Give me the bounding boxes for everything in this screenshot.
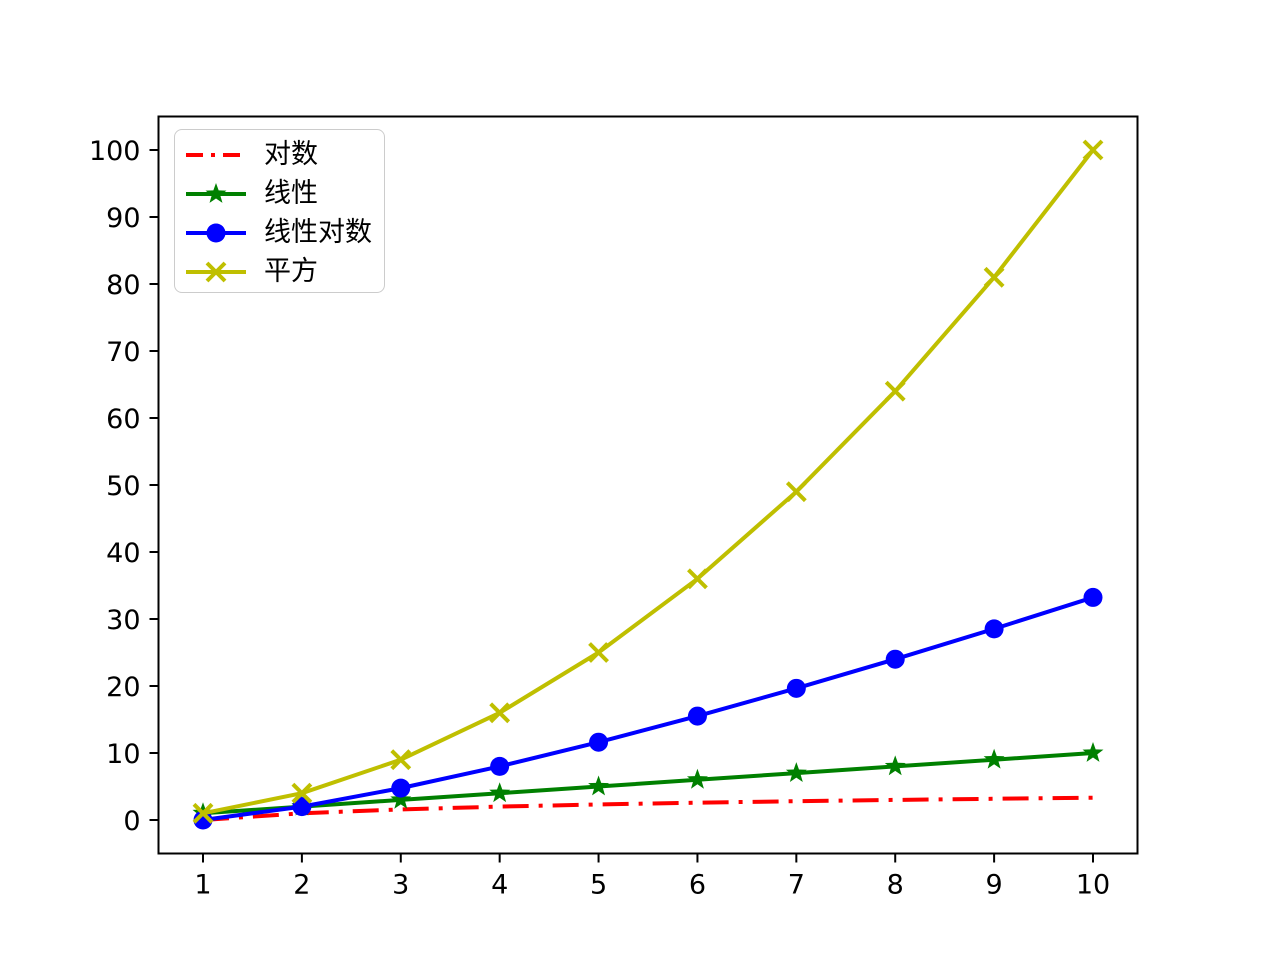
x-marker — [884, 380, 906, 402]
legend-item: 线性 — [185, 174, 384, 213]
y-tick-label: 20 — [106, 672, 140, 703]
legend-label: 线性对数 — [264, 217, 372, 248]
legend-sample-line — [186, 152, 246, 157]
y-tick-label: 70 — [106, 337, 140, 368]
legend-item: 对数 — [185, 135, 384, 174]
y-tick-label: 80 — [106, 270, 140, 301]
circle-marker — [206, 223, 226, 242]
x-marker — [588, 642, 609, 663]
y-tick-label: 30 — [106, 605, 140, 636]
x-marker — [192, 802, 214, 824]
circle-marker — [391, 778, 411, 798]
x-tick-label: 7 — [788, 870, 805, 901]
star-marker — [785, 762, 807, 782]
circle-marker — [292, 797, 312, 817]
x-marker — [1082, 139, 1104, 161]
star-marker — [1082, 742, 1104, 762]
x-tick-label: 3 — [392, 870, 409, 901]
star-marker — [205, 182, 227, 203]
x-marker — [687, 568, 708, 590]
y-tick-label: 50 — [106, 471, 140, 502]
series-线性对数 — [193, 587, 1103, 830]
y-tick-label: 40 — [106, 538, 140, 569]
x-tick-label: 2 — [293, 870, 310, 901]
y-tick-label: 90 — [106, 203, 140, 234]
star-marker — [983, 748, 1005, 769]
x-marker — [205, 261, 227, 282]
x-marker — [785, 481, 807, 503]
circle-marker — [687, 706, 707, 726]
x-marker — [291, 782, 313, 804]
series-line — [202, 751, 1094, 816]
x-tick-label: 5 — [590, 870, 607, 901]
star-marker — [686, 768, 708, 789]
circle-marker — [786, 678, 806, 698]
legend-item: 平方 — [185, 252, 384, 291]
legend: 对数 线性 线性对数 平方 — [174, 129, 385, 293]
x-marker — [983, 266, 1005, 288]
legend-sample-line — [186, 261, 246, 282]
x-marker — [489, 702, 511, 724]
circle-marker — [490, 756, 510, 776]
legend-sample-line — [186, 223, 246, 242]
x-tick-label: 6 — [689, 870, 706, 901]
circle-marker — [1083, 587, 1103, 607]
x-axis: 1 2 3 4 5 6 7 8 9 10 — [194, 853, 1110, 901]
legend-label: 线性 — [264, 178, 318, 209]
circle-marker — [984, 619, 1004, 639]
x-marker — [390, 749, 412, 771]
star-marker — [489, 782, 511, 803]
series-平方 — [192, 139, 1104, 824]
x-tick-label: 1 — [194, 870, 211, 901]
star-marker — [588, 775, 610, 796]
x-tick-label: 4 — [491, 870, 508, 901]
circle-marker — [589, 732, 609, 752]
series-line — [202, 148, 1095, 816]
y-tick-label: 10 — [106, 739, 140, 770]
legend-label: 对数 — [264, 139, 318, 170]
series-line — [202, 595, 1094, 822]
y-tick-label: 0 — [123, 806, 140, 837]
legend-item: 线性对数 — [185, 213, 384, 252]
x-tick-label: 10 — [1076, 870, 1110, 901]
y-tick-label: 60 — [106, 404, 140, 435]
legend-sample-line — [186, 182, 246, 203]
y-tick-label: 100 — [89, 136, 141, 167]
x-tick-label: 9 — [986, 870, 1003, 901]
star-marker — [390, 788, 412, 809]
circle-marker — [885, 649, 905, 669]
y-axis: 0 10 20 30 40 50 60 70 80 90 100 — [89, 136, 159, 837]
star-marker — [884, 755, 906, 776]
legend-label: 平方 — [264, 256, 318, 287]
x-tick-label: 8 — [887, 870, 904, 901]
